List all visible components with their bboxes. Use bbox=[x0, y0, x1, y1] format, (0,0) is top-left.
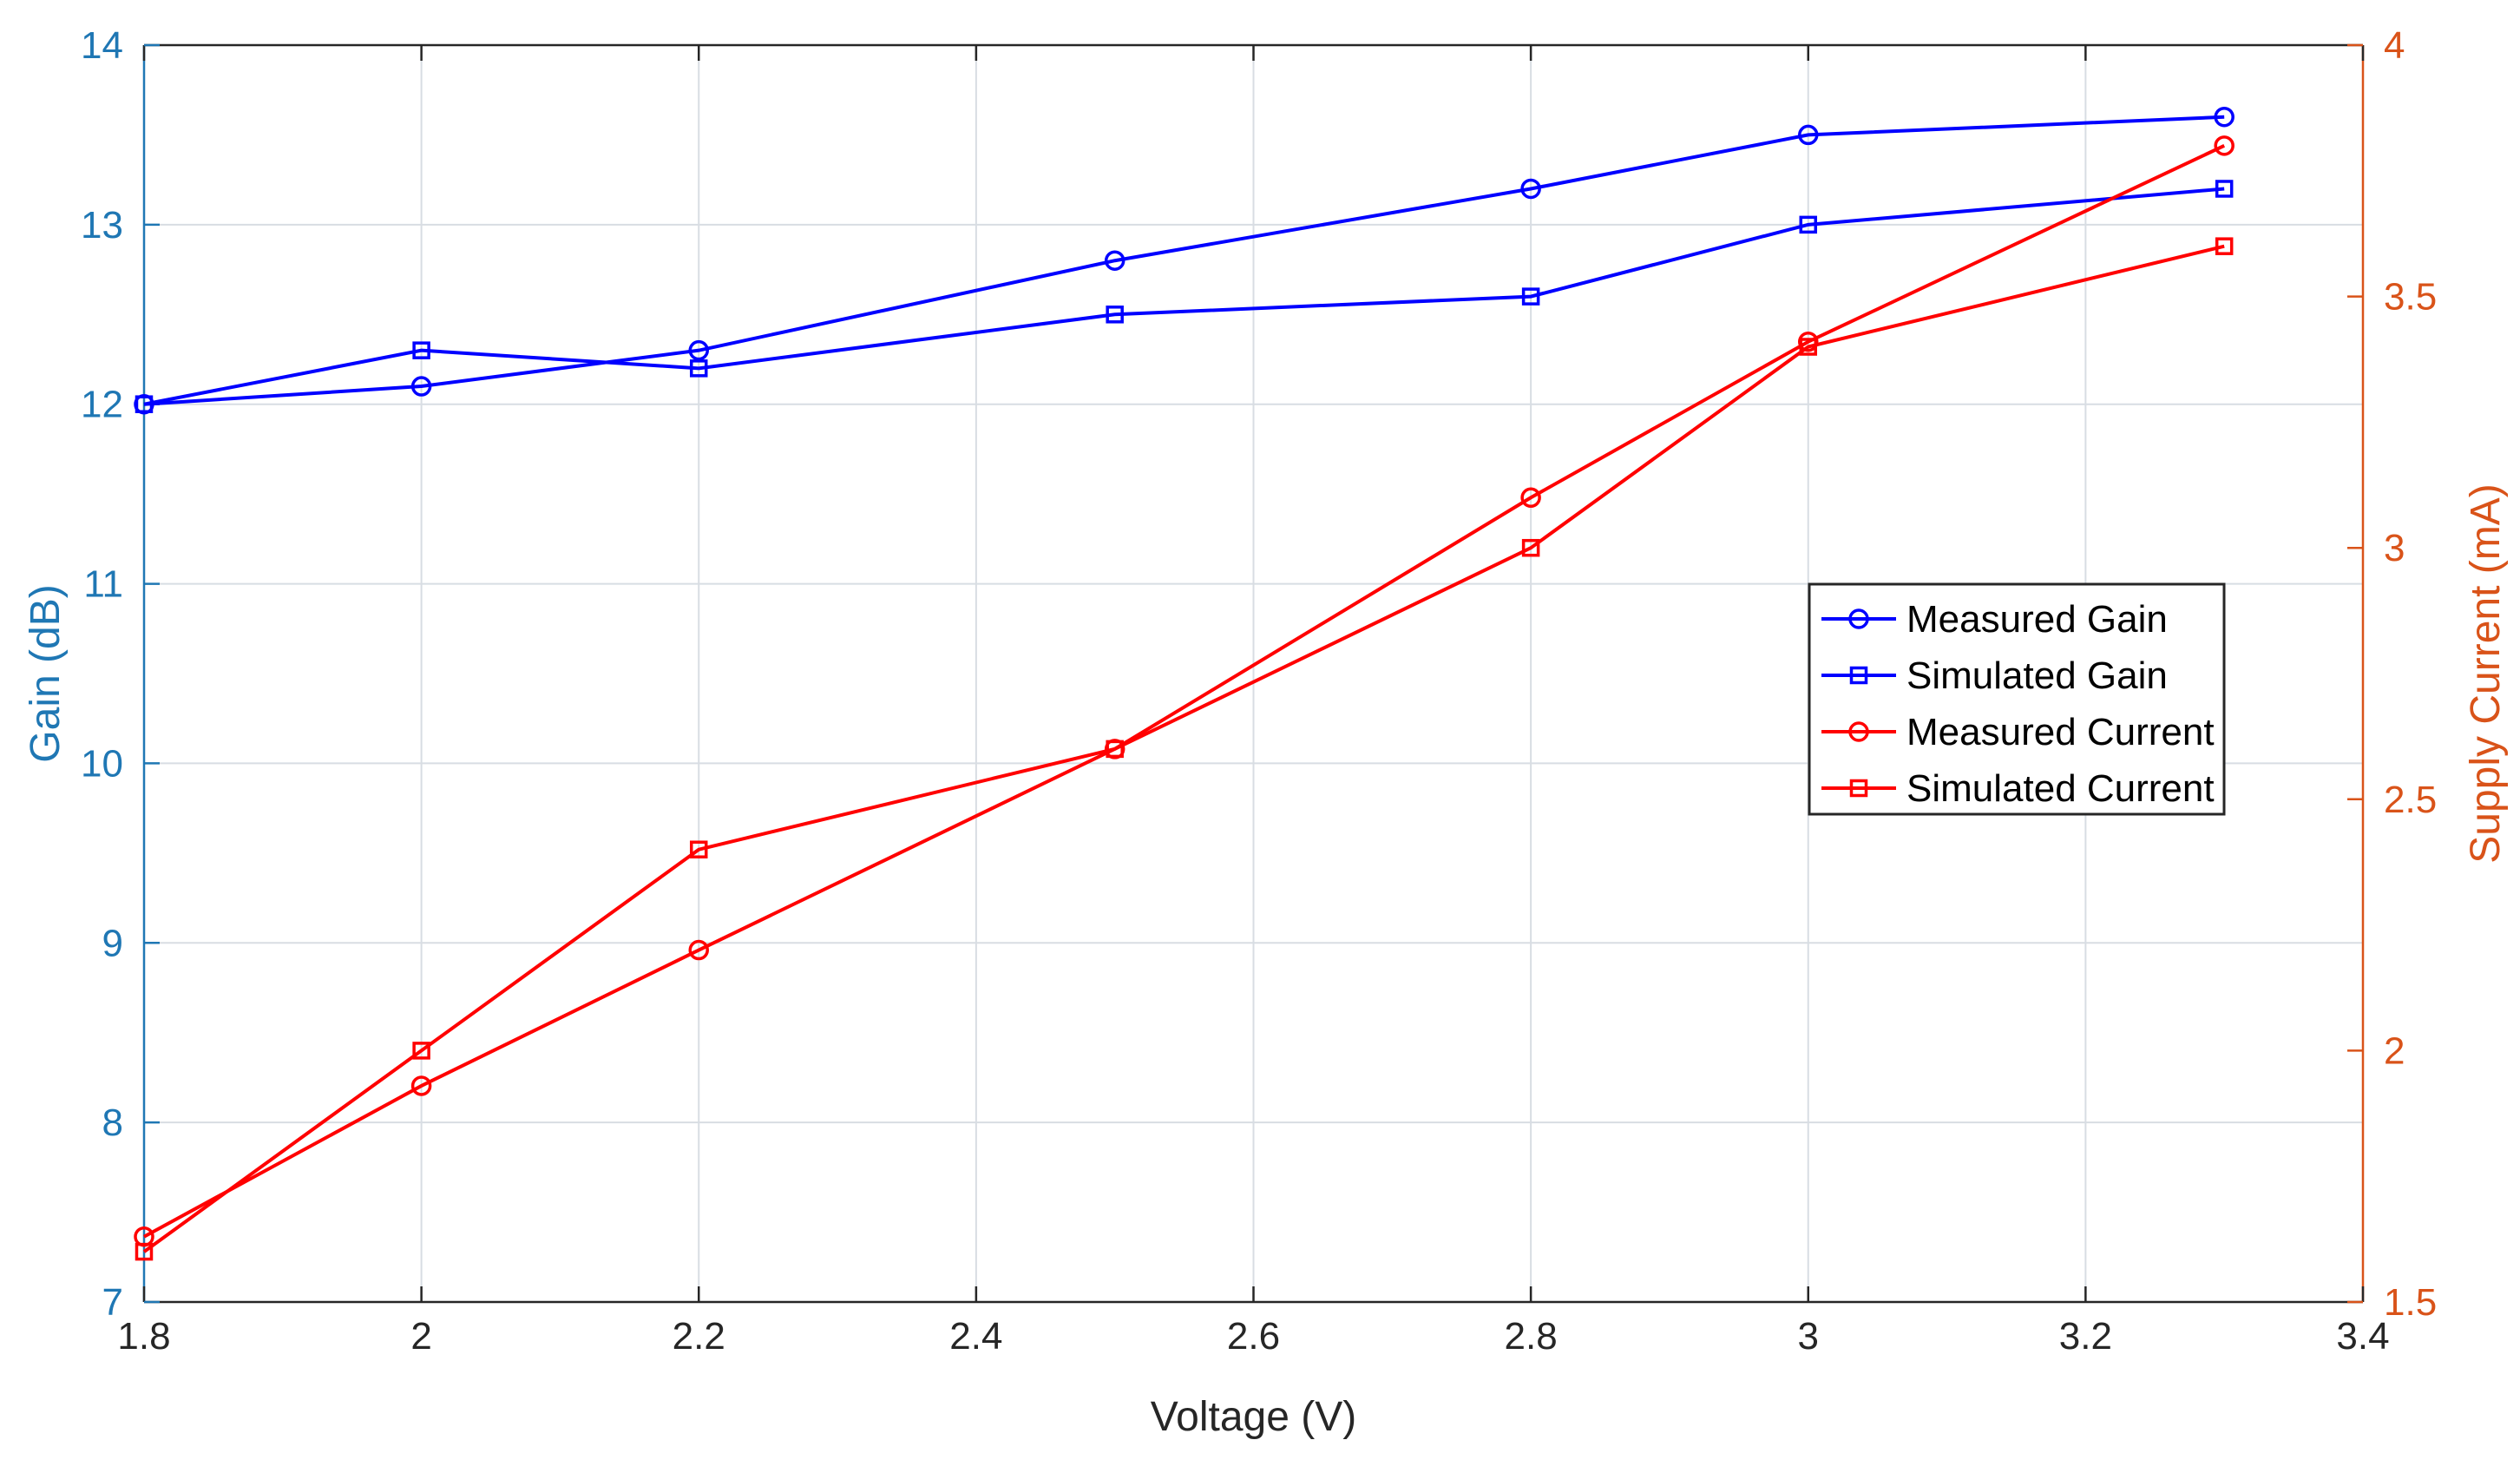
y-axis-left-label: Gain (dB) bbox=[23, 584, 69, 762]
x-tick-label: 1.8 bbox=[117, 1315, 170, 1358]
legend-label-simulated-gain: Simulated Gain bbox=[1906, 654, 2168, 697]
measured-gain-point bbox=[1520, 178, 1541, 200]
legend-label-measured-gain: Measured Gain bbox=[1906, 598, 2168, 641]
simulated-current-point bbox=[1799, 338, 1817, 356]
measured-current-point bbox=[2214, 135, 2235, 156]
simulated-gain-point bbox=[412, 341, 430, 359]
y-left-tick-label: 13 bbox=[81, 204, 123, 247]
series-simulated-gain bbox=[135, 180, 2234, 413]
legend-marker-simulated-gain bbox=[1849, 666, 1868, 685]
series-measured-gain bbox=[134, 106, 2235, 415]
simulated-current-point bbox=[690, 840, 708, 858]
y-left-tick-label: 8 bbox=[102, 1101, 123, 1144]
x-tick-label: 3 bbox=[1798, 1315, 1819, 1358]
simulated-current-point bbox=[412, 1042, 430, 1060]
simulated-gain-point bbox=[1106, 306, 1124, 324]
x-tick-label: 2.2 bbox=[673, 1315, 725, 1358]
x-tick-label: 2.6 bbox=[1227, 1315, 1280, 1358]
measured-gain-line bbox=[143, 115, 2225, 406]
y-right-tick-label: 3.5 bbox=[2384, 276, 2437, 319]
measured-gain-point bbox=[1104, 250, 1125, 271]
simulated-current-point bbox=[1106, 740, 1124, 759]
simulated-current-point bbox=[1521, 538, 1540, 557]
y-right-tick-label: 2 bbox=[2384, 1029, 2405, 1072]
y-right-tick-label: 2.5 bbox=[2384, 779, 2437, 821]
x-tick-label: 2 bbox=[410, 1315, 431, 1358]
x-tick-label: 3.2 bbox=[2059, 1315, 2112, 1358]
series-simulated-current bbox=[135, 237, 2234, 1261]
simulated-gain-point bbox=[135, 395, 154, 413]
y-left-tick-label: 10 bbox=[81, 742, 123, 785]
x-axis-label: Voltage (V) bbox=[1151, 1394, 1356, 1440]
simulated-current-point bbox=[135, 1242, 154, 1261]
measured-gain-point bbox=[1798, 124, 1819, 146]
series-layer bbox=[134, 106, 2235, 1261]
measured-gain-point bbox=[2214, 106, 2235, 128]
y-right-tick-label: 3 bbox=[2384, 527, 2405, 569]
legend-label-simulated-current: Simulated Current bbox=[1906, 767, 2215, 810]
measured-current-point bbox=[1520, 487, 1541, 509]
legend-box bbox=[1808, 582, 2226, 816]
simulated-gain-point bbox=[2215, 180, 2234, 198]
simulated-gain-point bbox=[1521, 287, 1540, 306]
simulated-current-line bbox=[142, 244, 2225, 1253]
legend-label-measured-current: Measured Current bbox=[1906, 711, 2215, 753]
axes: 1.8 2 2.2 2.4 2.6 2.8 3 3.2 3.4 7 8 9 10 11 12 13 14 1.5 2… bbox=[81, 24, 2437, 1358]
x-tick-label: 3.4 bbox=[2336, 1315, 2389, 1358]
simulated-gain-point bbox=[1799, 215, 1817, 234]
x-tick-label: 2.8 bbox=[1505, 1315, 1558, 1358]
y-left-tick-label: 14 bbox=[81, 24, 123, 67]
simulated-gain-line bbox=[143, 187, 2225, 406]
measured-gain-point bbox=[688, 339, 709, 361]
measured-current-point bbox=[688, 939, 709, 961]
y-right-tick-label: 1.5 bbox=[2384, 1281, 2437, 1324]
x-tick-label: 2.4 bbox=[949, 1315, 1002, 1358]
legend-marker-simulated-current bbox=[1849, 779, 1868, 798]
y-left-tick-label: 12 bbox=[81, 384, 123, 426]
y-left-tick-label: 7 bbox=[102, 1281, 123, 1324]
y-left-tick-label: 9 bbox=[102, 922, 123, 964]
measured-gain-point bbox=[410, 376, 432, 397]
measured-current-point bbox=[410, 1075, 432, 1096]
legend: Measured Gain Simulated Gain Measured Curr… bbox=[1808, 582, 2226, 816]
y-axis-right-label: Supply Current (mA) bbox=[2463, 483, 2509, 863]
legend-marker-measured-current bbox=[1848, 721, 1869, 742]
legend-marker-measured-gain bbox=[1848, 608, 1869, 629]
simulated-gain-point bbox=[690, 359, 708, 378]
y-right-tick-label: 4 bbox=[2384, 24, 2405, 67]
y-left-tick-label: 11 bbox=[83, 563, 123, 606]
simulated-current-point bbox=[2215, 237, 2234, 255]
